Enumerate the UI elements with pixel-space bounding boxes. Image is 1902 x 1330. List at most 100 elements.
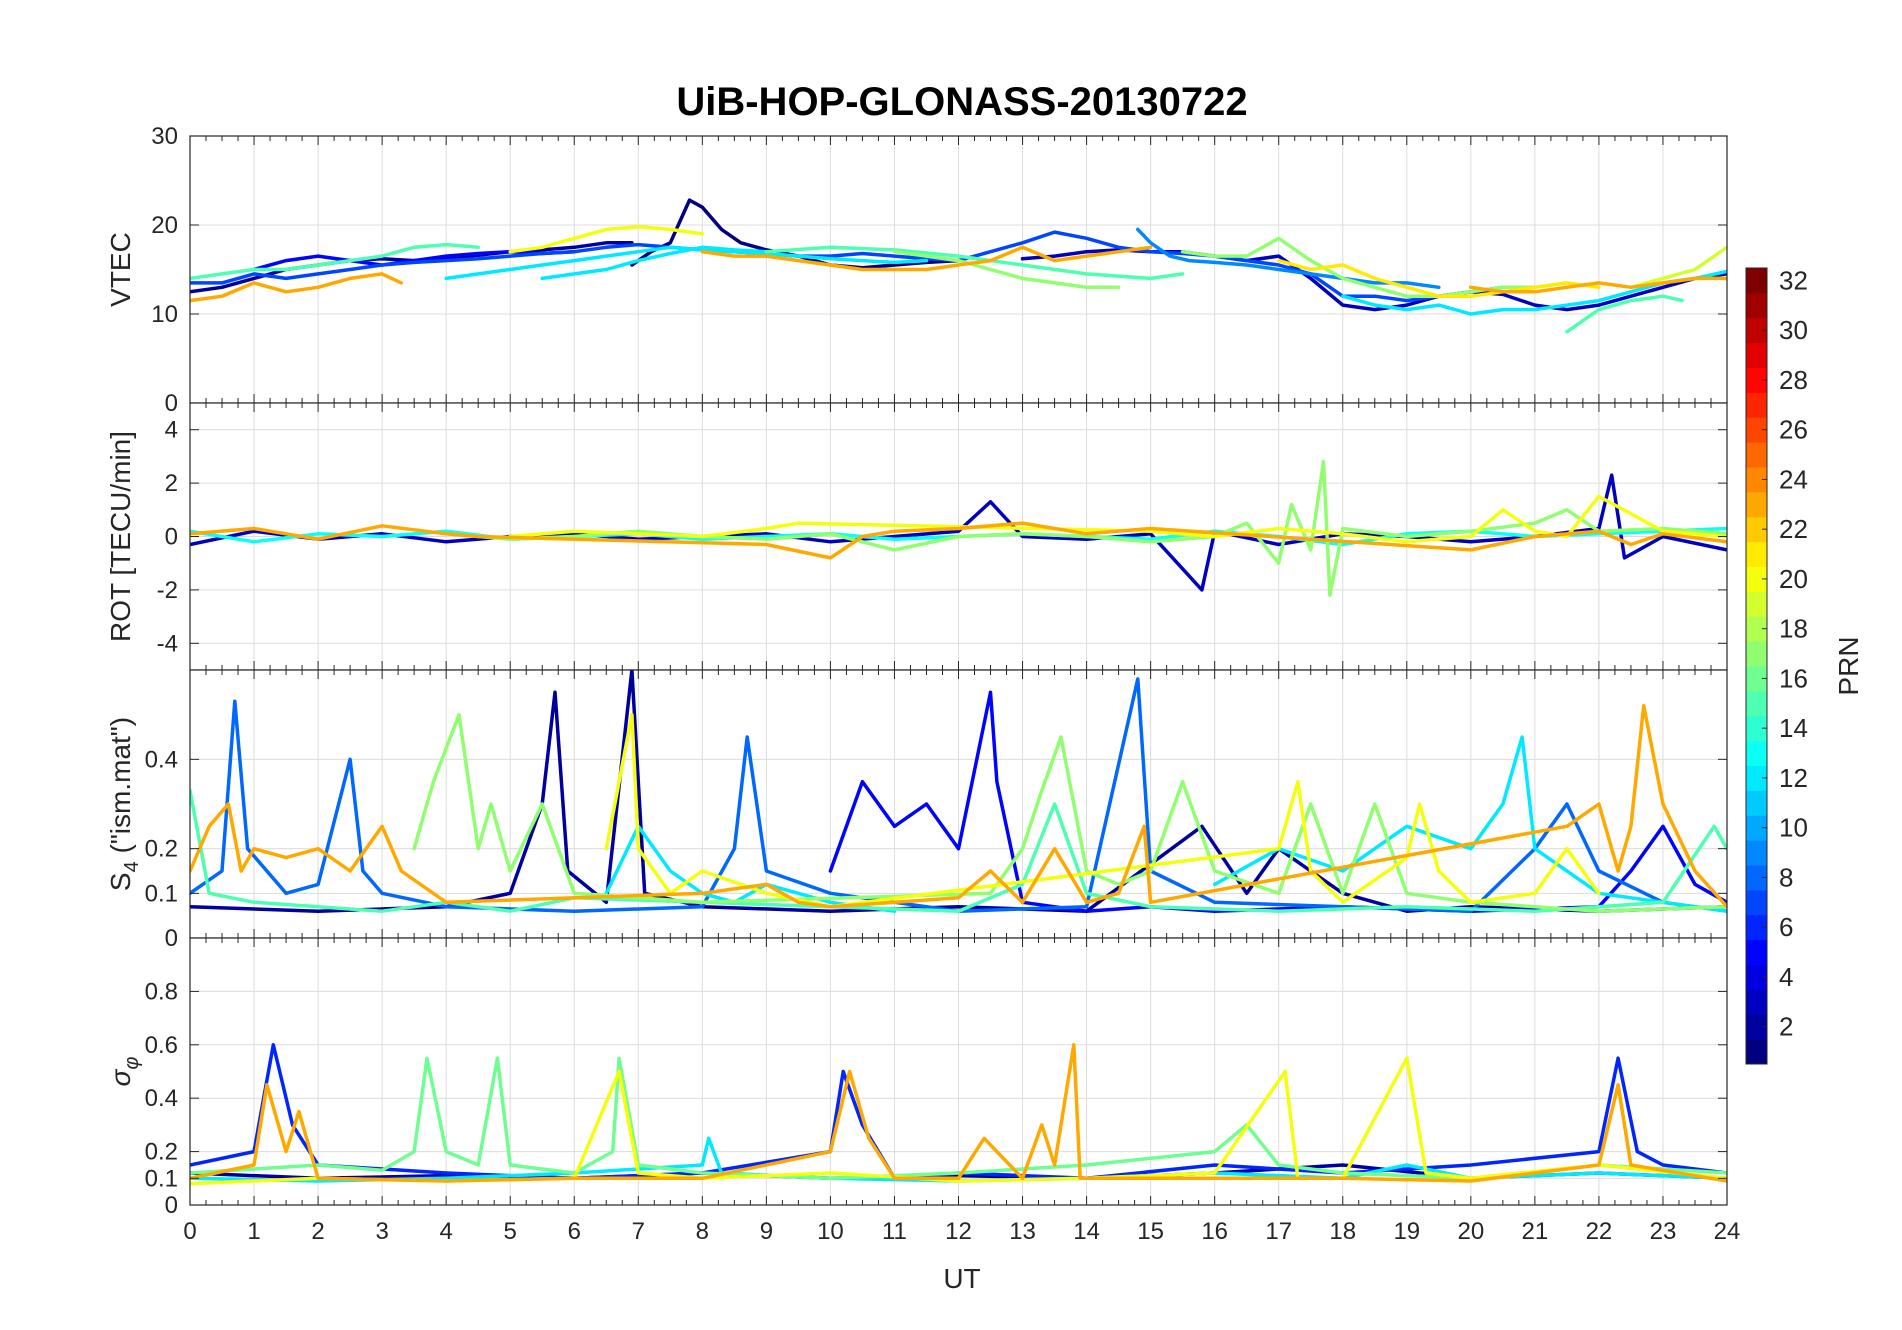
x-tick-label: 3 [375,1218,388,1245]
colorbar-tick-label: 18 [1779,614,1808,644]
ylabel-main: S [105,872,136,891]
series-line-prn-20 [604,712,1601,909]
y-tick-label: 0 [165,1192,178,1219]
series-line-prn-12 [444,245,929,281]
x-tick-label: 14 [1073,1218,1100,1245]
colorbar-tick-label: 20 [1779,564,1808,594]
colorbar-segment [1746,939,1767,965]
panel-rot-ylabel: ROT [TECU/min] [105,431,136,642]
series-line-prn-17 [892,249,1121,290]
y-tick-label: 30 [151,123,178,150]
y-tick-label: 0 [165,524,178,551]
colorbar-frame [1745,267,1768,1065]
ylabel-subscript: φ [121,1057,143,1070]
colorbar-segment [1746,765,1767,791]
colorbar-segment [1746,889,1767,916]
colorbar-tick-label: 16 [1779,663,1808,693]
colorbar-label: PRN [1833,636,1864,695]
panel-s4: 00.10.20.4S4 ("ism.mat") [105,669,1728,952]
colorbar-tick-label: 30 [1779,315,1808,345]
x-tick-label: 12 [945,1218,972,1245]
y-tick-label: 0.1 [145,880,178,907]
x-tick-label: 21 [1522,1218,1549,1245]
colorbar-tick-label: 22 [1779,514,1808,544]
panel-vtec-series [190,198,1727,334]
colorbar-segment [1746,1014,1767,1040]
series-line-prn-21 [1276,258,1601,298]
colorbar-segment [1746,666,1767,692]
colorbar-segment [1746,516,1767,543]
colorbar-segment [1746,914,1767,941]
colorbar-tick-label: 24 [1779,464,1808,494]
colorbar-tick-label: 32 [1779,265,1808,295]
x-tick-label: 4 [439,1218,452,1245]
x-tick-label: 15 [1137,1218,1164,1245]
x-tick-label: 24 [1714,1218,1741,1245]
colorbar-segment [1746,1039,1767,1065]
y-tick-label: 0.2 [145,1139,178,1166]
colorbar-segment [1746,865,1767,891]
colorbar-segment [1746,591,1767,617]
chart-title: UiB-HOP-GLONASS-20130722 [676,80,1247,124]
x-tick-label: 16 [1201,1218,1228,1245]
colorbar-tick-label: 10 [1779,813,1808,843]
panel-sigma_phi-series [190,1043,1727,1186]
y-tick-label: 0.4 [145,746,178,773]
y-tick-label: -4 [157,630,178,657]
panel-rot-series [190,459,1727,597]
colorbar-segment [1746,317,1767,344]
x-tick-label: 10 [817,1218,844,1245]
colorbar-segment [1746,989,1767,1015]
x-tick-label: 7 [632,1218,645,1245]
y-tick-label: 10 [151,301,178,328]
series-line-prn-23 [700,245,1153,272]
x-tick-label: 0 [183,1218,196,1245]
x-tick-label: 6 [568,1218,581,1245]
series-line-prn-17 [444,459,1727,597]
series-line-prn-17 [1180,236,1537,298]
colorbar-segment [1746,442,1767,468]
colorbar-segment [1746,491,1767,518]
x-axis-label: UT [943,1263,980,1294]
series-line-prn-5 [828,690,1727,913]
panel-vtec-ylabel: VTEC [105,232,136,307]
series-line-prn-2 [190,670,1727,913]
ylabel-main: σ [105,1068,136,1086]
series-line-prn-23 [190,521,1727,560]
colorbar-segment [1746,342,1767,368]
x-tick-label: 8 [696,1218,709,1245]
y-tick-label: 2 [165,470,178,497]
y-tick-label: 4 [165,417,178,444]
x-tick-label: 19 [1393,1218,1420,1245]
y-tick-label: 0 [165,390,178,417]
colorbar-segment [1746,964,1767,990]
colorbar-tick-label: 4 [1779,962,1793,992]
x-tick-label: 20 [1457,1218,1484,1245]
colorbar-segment [1746,815,1767,841]
series-line-prn-5 [252,249,577,272]
colorbar-tick-label: 8 [1779,862,1793,892]
series-line-prn-1 [630,198,961,270]
series-line-prn-17 [412,712,1727,913]
x-tick-label: 2 [311,1218,324,1245]
y-tick-label: 0.2 [145,836,178,863]
series-line-prn-20 [508,225,705,254]
ylabel-subscript: 4 [121,861,143,872]
series-line-prn-23 [190,272,404,303]
panel-sigma_phi-ylabel: σφ [105,1057,143,1087]
y-tick-label: 0.8 [145,978,178,1005]
x-tick-label: 9 [760,1218,773,1245]
panel-vtec: 0 10 20 30 VTEC [105,123,1728,417]
colorbar-segment [1746,566,1767,592]
y-tick-label: 0 [165,925,178,952]
y-tick-label: 0.4 [145,1085,178,1112]
panel-s4-series [190,670,1727,913]
y-tick-label: -2 [157,577,178,604]
x-tick-label: 11 [882,1218,907,1245]
series-line-prn-20 [508,494,1727,544]
colorbar-segment [1746,715,1767,742]
